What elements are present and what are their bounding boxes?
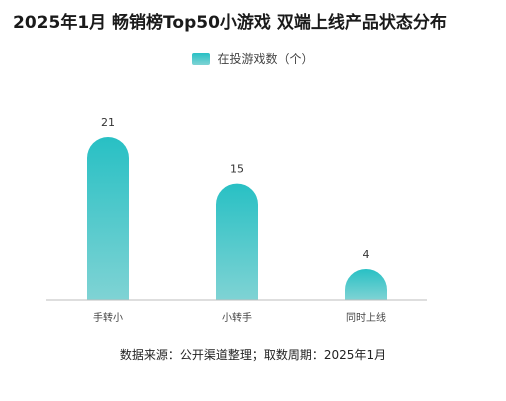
legend: 在投游戏数（个） xyxy=(0,50,506,67)
bar-1 xyxy=(87,137,129,300)
bars xyxy=(87,137,387,300)
legend-label: 在投游戏数（个） xyxy=(217,52,314,66)
data-label-2: 15 xyxy=(230,163,244,176)
bar-3 xyxy=(345,268,387,300)
data-label-3: 4 xyxy=(363,248,370,261)
category-label-3: 同时上线 xyxy=(346,311,386,324)
legend-swatch xyxy=(192,52,211,65)
category-label-2: 小转手 xyxy=(222,311,252,324)
data-label-1: 21 xyxy=(101,116,115,129)
data-source-note: 数据来源：公开渠道整理；取数周期：2025年1月 xyxy=(119,348,387,362)
chart-title: 2025年1月 畅销榜Top50小游戏 双端上线产品状态分布 xyxy=(13,13,447,33)
bar-2 xyxy=(216,183,258,300)
labels: 21 手转小 15 小转手 4 同时上线 xyxy=(93,116,386,324)
category-label-1: 手转小 xyxy=(93,311,123,324)
